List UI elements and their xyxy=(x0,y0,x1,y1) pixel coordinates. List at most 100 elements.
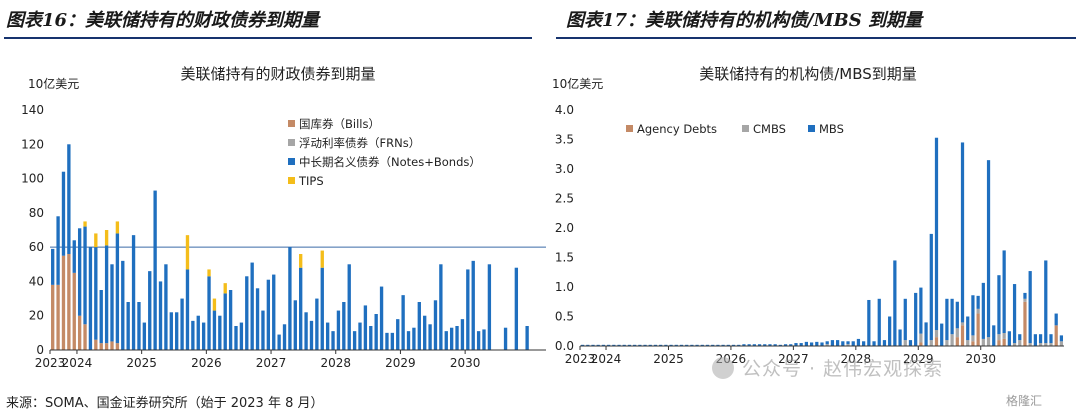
bar-segment xyxy=(955,301,959,329)
bar-segment xyxy=(423,315,427,350)
bar-segment xyxy=(196,315,200,350)
y-tick-label: 0.5 xyxy=(555,310,574,324)
bar-segment xyxy=(320,267,324,350)
x-tick-label: 2029 xyxy=(385,356,416,370)
y-tick-label: 60 xyxy=(29,240,44,254)
bar-segment xyxy=(580,344,585,346)
bar-segment xyxy=(945,298,949,341)
bar-segment xyxy=(61,255,66,350)
bar-segment xyxy=(992,325,996,346)
bar-segment xyxy=(83,324,87,350)
x-tick-label: 2024 xyxy=(591,352,622,366)
bar-segment xyxy=(867,299,871,346)
bar-segment xyxy=(971,295,975,336)
bar-segment xyxy=(846,344,850,346)
bar-segment xyxy=(950,298,954,335)
bar-segment xyxy=(67,254,71,350)
bar-segment xyxy=(110,264,114,342)
bar-segment xyxy=(363,305,368,350)
bar-segment xyxy=(261,310,265,350)
bar-segment xyxy=(212,298,217,311)
bar-segment xyxy=(997,275,1001,335)
bar-segment xyxy=(716,344,720,346)
bar-segment xyxy=(525,326,529,350)
bar-segment xyxy=(804,341,808,346)
bar-segment xyxy=(304,312,308,350)
bar-segment xyxy=(293,300,297,350)
source-note: 来源：SOMA、国金证券研究所（始于 2023 年 8 月） xyxy=(6,396,324,411)
x-tick-label: 2030 xyxy=(450,356,481,370)
y-tick-label: 120 xyxy=(21,137,44,151)
bar-segment xyxy=(121,260,125,350)
agency-mbs-maturity-chart: 美联储持有的机构债/MBS到期量 10亿美元 0.0 0.5 1.0 1.5 2.0 2.5 3… xyxy=(552,65,1064,366)
y-tick-label: 3.5 xyxy=(555,133,574,147)
title-rule-left xyxy=(4,37,532,39)
bar-segment xyxy=(705,344,710,346)
bar-segment xyxy=(690,344,694,346)
bar-segment xyxy=(934,137,939,331)
bar-segment xyxy=(449,327,454,350)
x-tick-label: 2025 xyxy=(126,356,157,370)
bar-segment xyxy=(315,298,319,350)
bar-segment xyxy=(83,226,87,325)
bar-segment xyxy=(851,341,855,346)
x-tick-label: 2023 xyxy=(565,352,596,366)
bar-segment xyxy=(115,233,120,344)
bar-segment xyxy=(390,332,395,350)
bar-segment xyxy=(439,264,443,350)
legend-label: Agency Debts xyxy=(637,122,717,136)
title-rule-right xyxy=(556,37,1076,39)
x-tick-label: 2027 xyxy=(256,356,287,370)
bar-segment xyxy=(234,326,238,350)
bar-segment xyxy=(164,264,168,350)
bar-segment xyxy=(126,302,130,350)
bar-segment xyxy=(185,269,190,350)
bar-segment xyxy=(960,322,965,326)
bar-segment xyxy=(960,142,965,323)
bar-segment xyxy=(72,272,76,350)
x-tick-label: 2029 xyxy=(903,352,934,366)
legend-swatch xyxy=(288,158,295,165)
figure-17-title: 图表17：美联储持有的机构债/MBS 到期量 xyxy=(566,10,923,31)
bar-segment xyxy=(1028,343,1032,346)
bar-segment xyxy=(104,230,109,246)
bar-segment xyxy=(299,254,303,268)
bar-segment xyxy=(1007,331,1011,346)
legend-label: 国库券（Bills） xyxy=(299,117,380,131)
y-tick-label: 80 xyxy=(29,206,44,220)
bar-segment xyxy=(51,284,55,350)
bar-segment xyxy=(596,344,600,346)
bar-segment xyxy=(757,344,762,346)
bar-segment xyxy=(1002,250,1006,334)
bar-segment xyxy=(653,344,658,346)
bar-segment xyxy=(669,344,673,346)
bar-segment xyxy=(277,334,281,350)
y-tick-label: 20 xyxy=(29,309,44,323)
legend-swatch xyxy=(626,125,633,132)
bar-segment xyxy=(56,216,60,285)
bar-segment xyxy=(482,329,486,350)
bar-segment xyxy=(255,288,260,350)
bar-segment xyxy=(627,344,632,346)
bar-segment xyxy=(633,344,637,346)
x-tick-label: 2028 xyxy=(320,356,351,370)
bar-segment xyxy=(695,344,699,346)
bar-segment xyxy=(773,344,777,346)
bar-segment xyxy=(752,344,756,346)
bar-segment xyxy=(601,344,606,346)
bar-segment xyxy=(981,282,985,339)
bar-segment xyxy=(976,295,980,309)
bar-segment xyxy=(836,340,840,346)
bar-segment xyxy=(428,324,432,350)
bar-segment xyxy=(955,328,959,338)
y-tick-label: 40 xyxy=(29,274,44,288)
bar-segment xyxy=(778,344,782,346)
bar-segment xyxy=(971,335,975,342)
bar-segment xyxy=(789,344,793,346)
bar-segment xyxy=(768,344,772,346)
x-tick-label: 2030 xyxy=(965,352,996,366)
bar-segment xyxy=(591,344,595,346)
bar-segment xyxy=(914,292,918,346)
bar-segment xyxy=(1059,341,1064,346)
bar-segment xyxy=(659,344,663,346)
